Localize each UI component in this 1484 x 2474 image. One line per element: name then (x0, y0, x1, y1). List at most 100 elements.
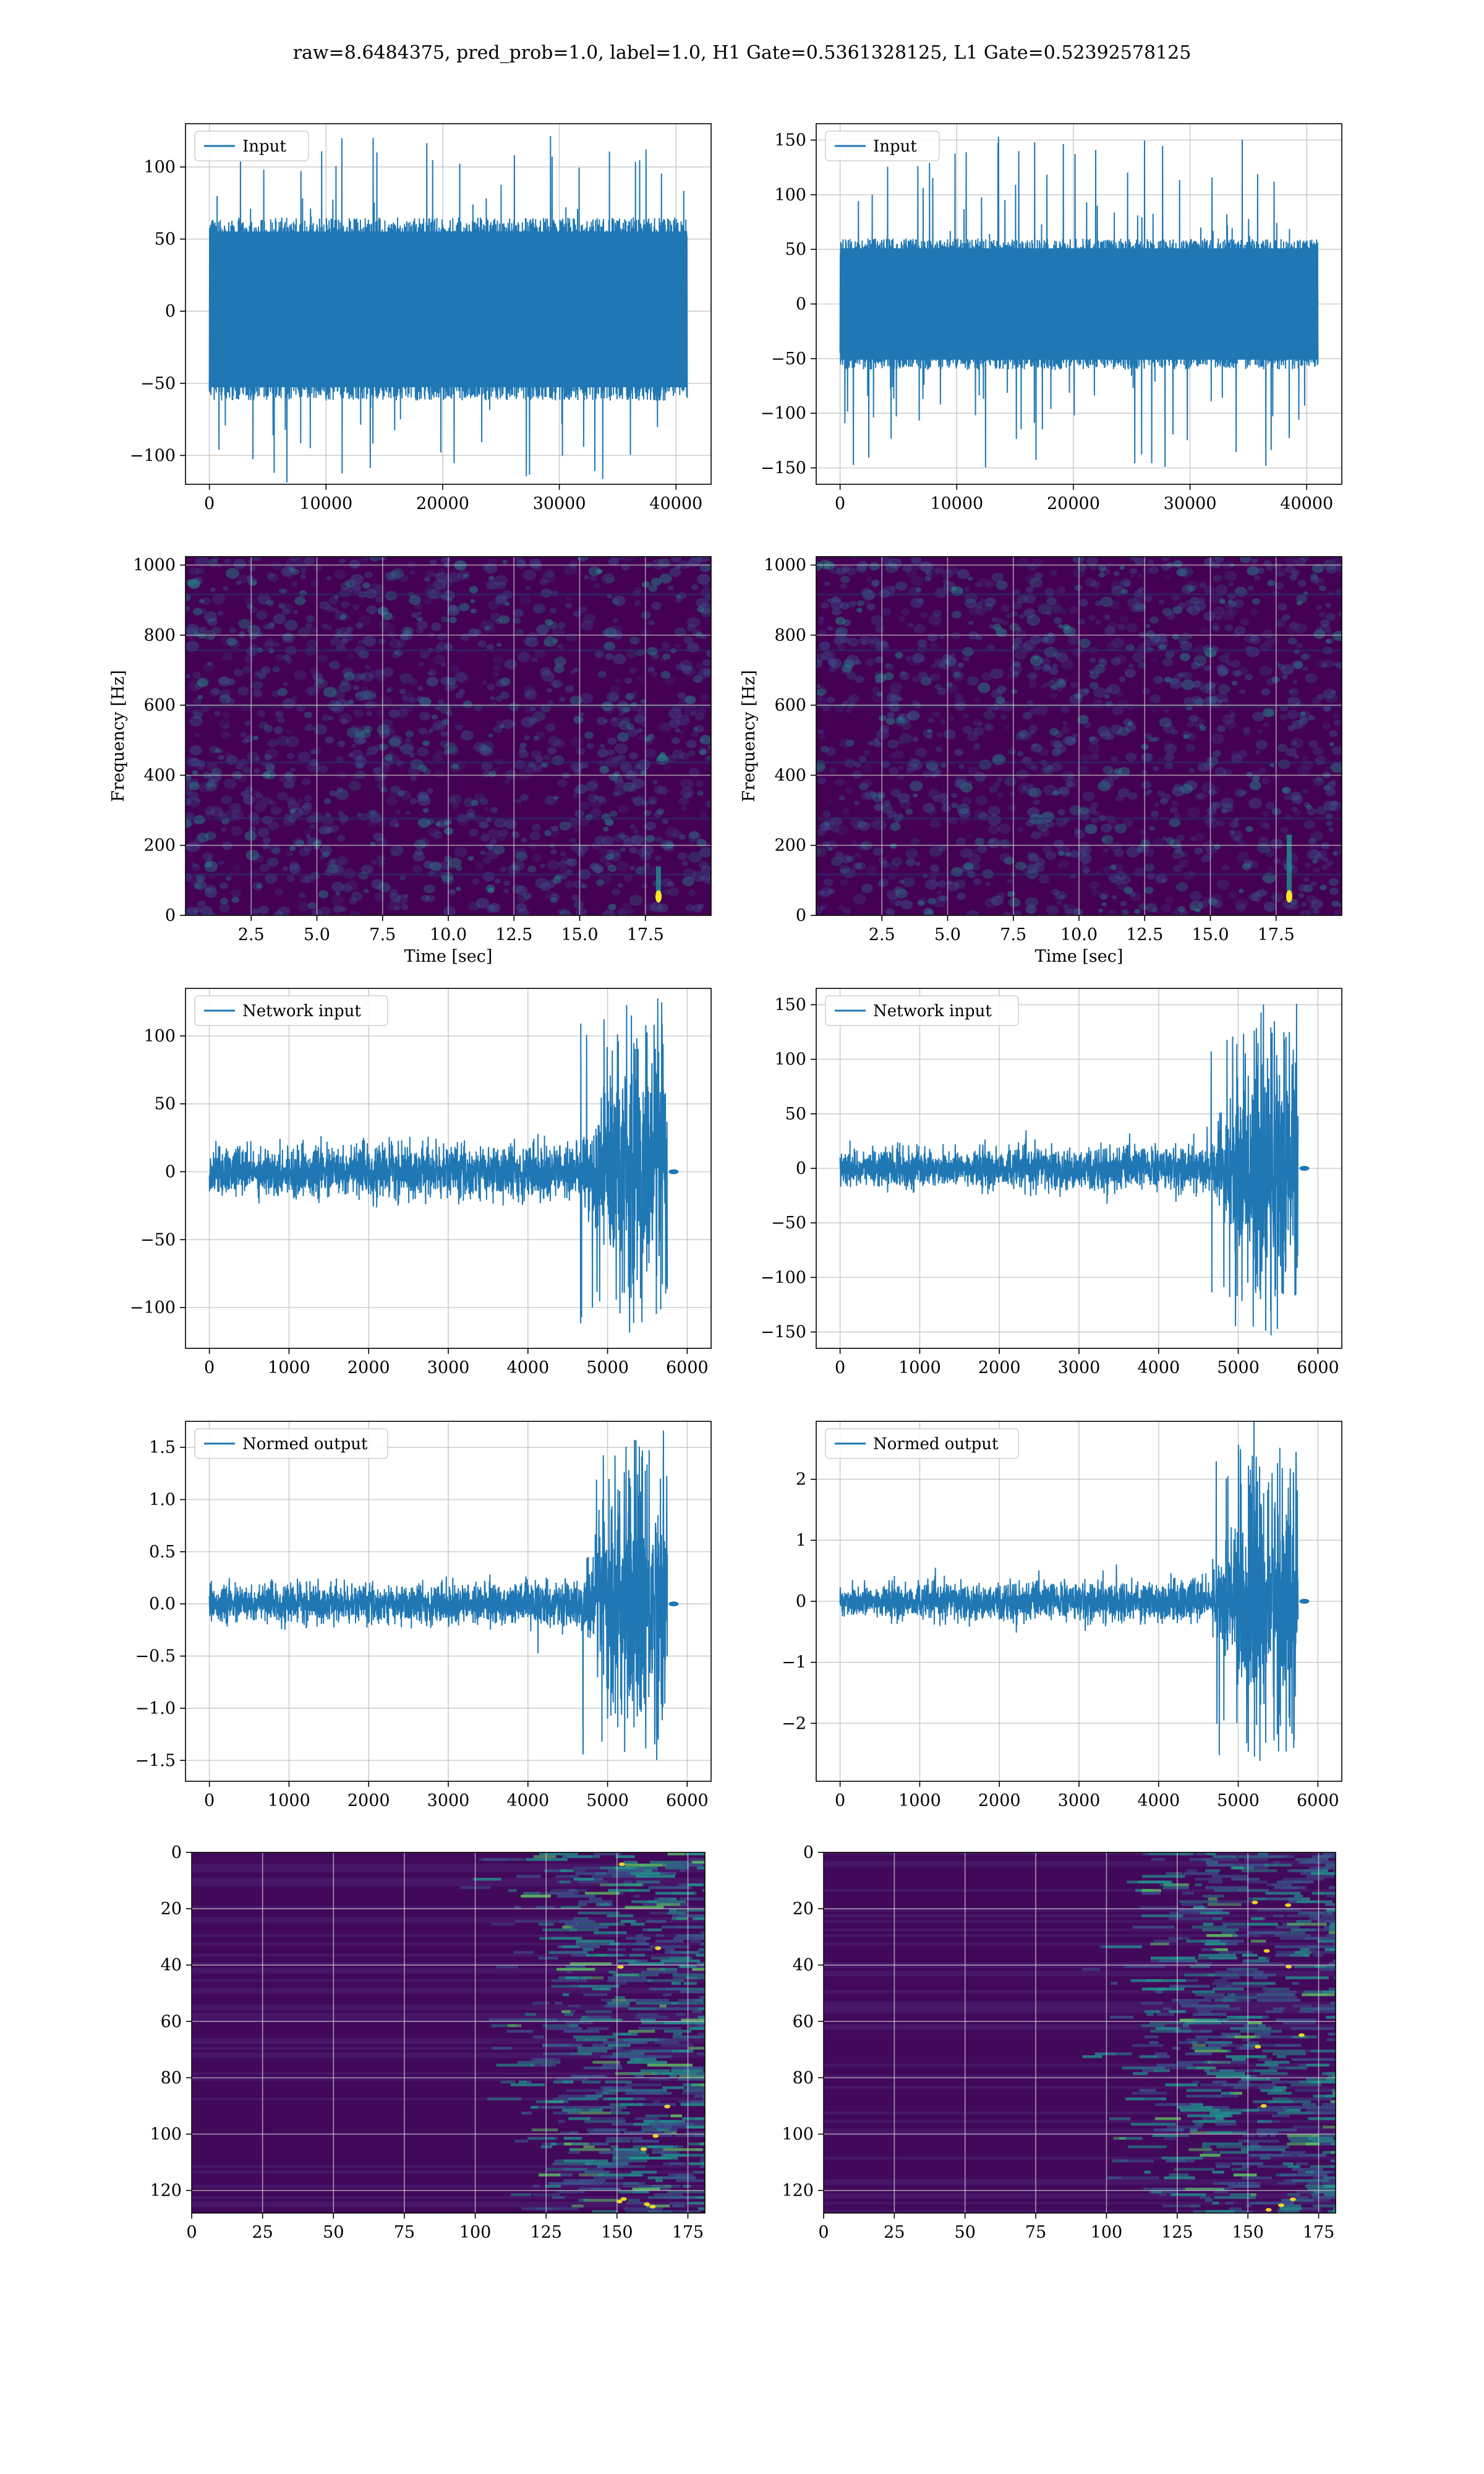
spectrogram-speckle (378, 882, 391, 892)
spectrogram-speckle (1313, 867, 1321, 873)
spectrogram-speckle (1164, 677, 1172, 683)
spectrogram-speckle (1281, 787, 1289, 793)
spectrogram-speckle (647, 796, 658, 805)
spectrogram-speckle (1129, 568, 1138, 575)
x-tick-label: 100 (1091, 2223, 1123, 2242)
spectrogram-speckle (977, 845, 987, 854)
spectrogram-speckle (455, 865, 463, 871)
spectrogram-speckle (552, 679, 562, 688)
spectrogram-speckle (890, 843, 897, 849)
spectrogram-speckle (960, 848, 973, 858)
spectrogram-speckle (1004, 857, 1015, 865)
spectrogram-speckle (1174, 560, 1183, 568)
spectrogram-speckle (932, 609, 942, 617)
spectrogram-speckle (1038, 604, 1052, 615)
spectrogram-speckle (559, 696, 566, 702)
x-tick-label: 5.0 (934, 925, 961, 944)
spectrogram-speckle (1266, 565, 1274, 571)
feature-activation (1141, 1875, 1185, 1878)
spectrogram-speckle (481, 761, 493, 771)
feature-row (192, 2061, 705, 2065)
spectrogram-speckle (211, 768, 222, 776)
feature-row (192, 1852, 705, 1856)
spectrogram-speckle (524, 690, 537, 701)
spectrogram-speckle (253, 735, 259, 740)
spectrogram-speckle (1031, 743, 1038, 748)
x-tick-label: 0 (818, 2223, 829, 2242)
spectrogram-speckle (915, 587, 922, 592)
spectrogram-speckle (1281, 664, 1294, 675)
spectrogram-speckle (1030, 655, 1043, 666)
feature-activation (569, 2024, 578, 2027)
spectrogram-speckle (357, 738, 365, 744)
spectrogram-speckle (885, 663, 895, 670)
spectrogram-speckle (1088, 743, 1100, 753)
spectrogram-speckle (262, 843, 270, 850)
spectrogram-speckle (448, 889, 456, 896)
spectrogram-speckle (665, 677, 676, 685)
feature-activation (600, 2086, 633, 2090)
spectrogram-speckle (648, 620, 655, 625)
spectrogram-speckle (985, 881, 991, 886)
spectrogram-speckle (535, 731, 545, 740)
feature-activation (1244, 1866, 1268, 1870)
spectrogram-speckle (463, 797, 475, 807)
spectrogram-speckle (291, 807, 303, 818)
feature-activation (1258, 2120, 1280, 2123)
feature-activation (1215, 2123, 1237, 2126)
spectrogram-speckle (325, 624, 332, 630)
feature-activation (561, 1945, 580, 1949)
spectrogram-speckle (511, 884, 522, 893)
spectrogram-speckle (827, 658, 837, 666)
spectrogram-speckle (1037, 747, 1049, 756)
feature-activation (576, 2038, 588, 2042)
feature-activation (492, 2047, 512, 2050)
spectrogram-speckle (579, 712, 584, 716)
spectrogram-speckle (637, 728, 643, 733)
spectrogram-speckle (284, 620, 298, 631)
spectrogram-speckle (1190, 596, 1200, 605)
spectrogram-speckle (1315, 756, 1327, 766)
spectrogram-speckle (1033, 799, 1041, 805)
feature-activation (1256, 1993, 1296, 1997)
spectrogram-speckle (576, 748, 586, 756)
spectrogram-speckle (449, 763, 461, 773)
spectrogram-speckle (1101, 902, 1107, 907)
spectrogram-speckle (626, 908, 634, 915)
feature-activation (1205, 1886, 1248, 1890)
spectrogram-speckle (276, 792, 288, 801)
x-tick-label: 3000 (427, 1358, 470, 1377)
spectrogram-speckle (1258, 767, 1266, 774)
spectrogram-speckle (1098, 656, 1106, 662)
spectrogram-speckle (670, 557, 681, 563)
spectrogram-speckle (391, 652, 399, 659)
spectrogram-speckle (399, 688, 406, 695)
spectrogram-speckle (1285, 557, 1297, 566)
spectrogram-speckle (1330, 779, 1337, 785)
spectrogram-speckle (1117, 881, 1128, 891)
x-tick-label: 6000 (1297, 1358, 1339, 1377)
feature-activation (697, 1866, 705, 1870)
spectrogram-speckle (1018, 729, 1028, 737)
y-axis-label: Frequency [Hz] (109, 670, 128, 802)
spectrogram-speckle (625, 693, 634, 700)
spectrogram-speckle (987, 824, 1000, 834)
spectrogram-speckle (273, 614, 286, 625)
spectrogram-speckle (1103, 614, 1111, 620)
feature-row (192, 2151, 705, 2154)
feature-activation (663, 1993, 672, 1997)
spectrogram-speckle (1198, 663, 1205, 669)
feature-activation (578, 1903, 587, 1907)
spectrogram-speckle (360, 729, 371, 738)
feature-activation (1205, 2105, 1229, 2109)
spectrogram-speckle (972, 719, 982, 727)
spectrogram-speckle (869, 636, 881, 645)
spectrogram-speckle (389, 735, 403, 747)
spectrogram-speckle (197, 695, 203, 700)
feature-activation (641, 2128, 662, 2132)
feature-row (192, 1982, 705, 1985)
feature-activation (641, 1971, 678, 1974)
spectrogram-speckle (204, 884, 216, 894)
spectrogram-speckle (252, 854, 264, 863)
spectrogram-speckle (319, 855, 325, 860)
